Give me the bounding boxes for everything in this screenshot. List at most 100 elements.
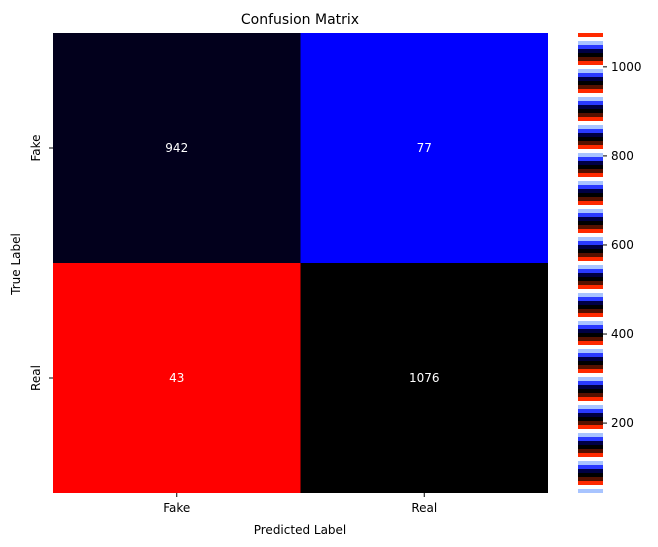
heatmap-cell-1-0: [53, 263, 301, 493]
colorbar: [578, 33, 603, 493]
colorbar-stripe: [578, 433, 603, 437]
colorbar-stripe: [578, 297, 603, 301]
colorbar-stripe: [578, 121, 603, 125]
colorbar-stripe: [578, 361, 603, 365]
colorbar-tick-label: 600: [611, 238, 634, 252]
heatmap-cell-0-0: [53, 33, 301, 263]
colorbar-stripe: [578, 385, 603, 389]
colorbar-stripe: [578, 273, 603, 277]
colorbar-stripe: [578, 125, 603, 129]
colorbar-stripe: [578, 437, 603, 441]
colorbar-stripe: [578, 185, 603, 189]
colorbar-stripe: [578, 221, 603, 225]
colorbar-stripe: [578, 209, 603, 213]
colorbar-stripe: [578, 377, 603, 381]
colorbar-stripe: [578, 353, 603, 357]
x-tick-label: Real: [411, 501, 437, 515]
colorbar-stripe: [578, 409, 603, 413]
colorbar-stripe: [578, 49, 603, 53]
colorbar-stripe: [578, 109, 603, 113]
colorbar-stripe: [578, 449, 603, 453]
colorbar-stripe: [578, 37, 603, 41]
heatmap-cell-0-1: [300, 33, 548, 263]
colorbar-stripe: [578, 57, 603, 61]
colorbar-stripe: [578, 181, 603, 185]
colorbar-stripe: [578, 265, 603, 269]
cell-value-1-1: 1076: [409, 371, 440, 385]
colorbar-stripe: [578, 365, 603, 369]
colorbar-stripe: [578, 413, 603, 417]
cell-value-0-0: 942: [165, 141, 188, 155]
colorbar-stripe: [578, 341, 603, 345]
colorbar-stripe: [578, 489, 603, 493]
colorbar-stripe: [578, 97, 603, 101]
y-axis: Fake Real: [29, 134, 53, 391]
colorbar-stripe: [578, 429, 603, 433]
colorbar-stripe: [578, 161, 603, 165]
y-axis-label: True Label: [9, 233, 23, 296]
colorbar-stripe: [578, 197, 603, 201]
colorbar-stripe: [578, 213, 603, 217]
colorbar-stripe: [578, 389, 603, 393]
cell-value-0-1: 77: [417, 141, 432, 155]
colorbar-stripe: [578, 257, 603, 261]
colorbar-stripe: [578, 461, 603, 465]
colorbar-stripe: [578, 137, 603, 141]
colorbar-stripe: [578, 193, 603, 197]
colorbar-stripe: [578, 177, 603, 181]
colorbar-stripe: [578, 149, 603, 153]
colorbar-stripe: [578, 33, 603, 37]
colorbar-stripe: [578, 465, 603, 469]
y-tick-label: Fake: [29, 134, 43, 161]
heatmap-cells: [53, 33, 548, 493]
colorbar-tick-label: 1000: [611, 60, 642, 74]
colorbar-stripe: [578, 157, 603, 161]
colorbar-stripe: [578, 321, 603, 325]
colorbar-stripe: [578, 441, 603, 445]
colorbar-stripe: [578, 117, 603, 121]
colorbar-stripe: [578, 169, 603, 173]
colorbar-tick-label: 200: [611, 416, 634, 430]
x-axis-label: Predicted Label: [254, 523, 347, 537]
colorbar-stripe: [578, 245, 603, 249]
colorbar-stripe: [578, 397, 603, 401]
colorbar-stripe: [578, 45, 603, 49]
colorbar-stripe: [578, 349, 603, 353]
cell-annotations: 942 77 43 1076: [165, 141, 439, 385]
colorbar-stripe: [578, 425, 603, 429]
y-tick-label: Real: [29, 365, 43, 391]
colorbar-stripe: [578, 357, 603, 361]
colorbar-stripe: [578, 445, 603, 449]
colorbar-stripe: [578, 89, 603, 93]
colorbar-tick-label: 400: [611, 327, 634, 341]
colorbar-stripe: [578, 241, 603, 245]
colorbar-stripe: [578, 201, 603, 205]
colorbar-tick-label: 800: [611, 149, 634, 163]
colorbar-stripe: [578, 85, 603, 89]
colorbar-stripe: [578, 69, 603, 73]
colorbar-stripe: [578, 253, 603, 257]
colorbar-stripe: [578, 153, 603, 157]
colorbar-stripe: [578, 285, 603, 289]
colorbar-stripe: [578, 61, 603, 65]
colorbar-stripe: [578, 301, 603, 305]
colorbar-stripe: [578, 305, 603, 309]
colorbar-stripe: [578, 369, 603, 373]
colorbar-stripe: [578, 105, 603, 109]
colorbar-stripe: [578, 313, 603, 317]
colorbar-stripe: [578, 41, 603, 45]
colorbar-stripe: [578, 225, 603, 229]
x-tick-label: Fake: [163, 501, 190, 515]
colorbar-stripe: [578, 337, 603, 341]
colorbar-stripe: [578, 229, 603, 233]
colorbar-stripe: [578, 485, 603, 489]
colorbar-stripe: [578, 237, 603, 241]
colorbar-stripe: [578, 141, 603, 145]
colorbar-stripe: [578, 329, 603, 333]
colorbar-stripe: [578, 477, 603, 481]
colorbar-stripe: [578, 233, 603, 237]
colorbar-stripe: [578, 317, 603, 321]
colorbar-stripe: [578, 165, 603, 169]
colorbar-stripe: [578, 373, 603, 377]
